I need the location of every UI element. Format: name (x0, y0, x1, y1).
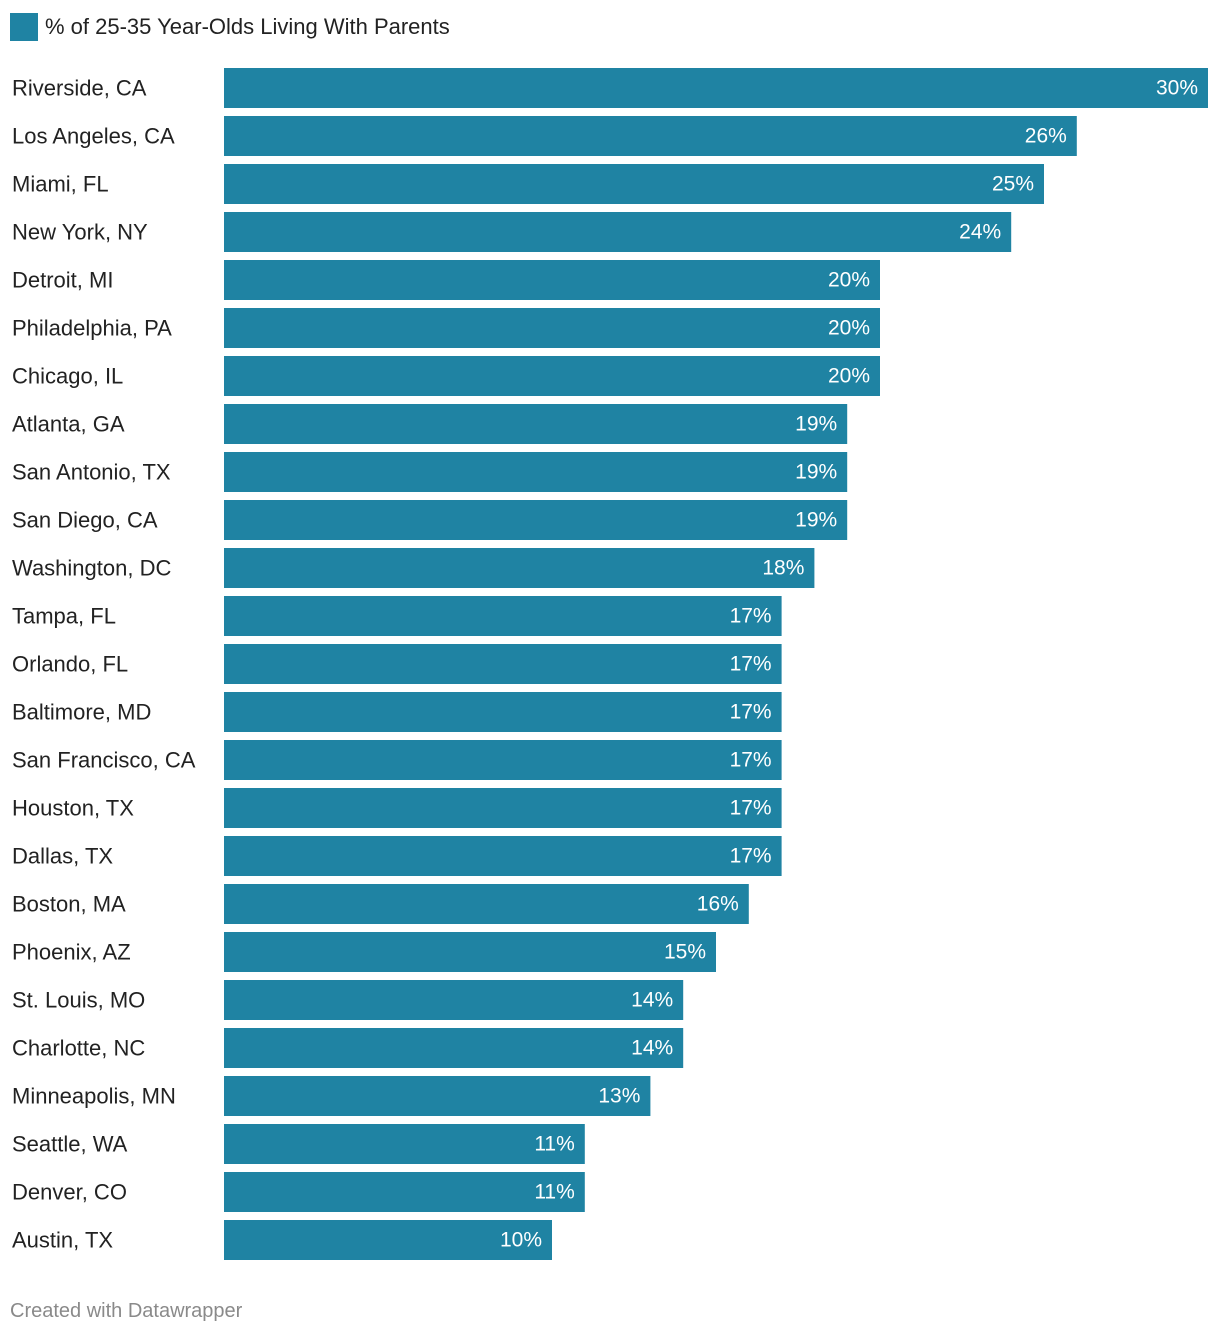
bar (224, 500, 848, 540)
bar (224, 548, 815, 588)
legend-swatch (10, 13, 38, 41)
value-label: 11% (534, 1181, 574, 1204)
category-label: Orlando, FL (12, 652, 128, 677)
bar (224, 68, 1208, 108)
category-label: Miami, FL (12, 172, 109, 197)
bar (224, 452, 848, 492)
value-label: 15% (664, 941, 706, 964)
category-label: Detroit, MI (12, 268, 113, 293)
value-label: 18% (762, 557, 804, 580)
category-label: New York, NY (12, 220, 148, 245)
value-label: 14% (631, 1037, 673, 1060)
legend: % of 25-35 Year-Olds Living With Parents (10, 12, 450, 42)
category-label: Tampa, FL (12, 604, 116, 629)
value-label: 26% (1025, 125, 1067, 148)
category-label: Phoenix, AZ (12, 940, 131, 965)
category-label: Chicago, IL (12, 364, 123, 389)
bar (224, 404, 848, 444)
category-label: Houston, TX (12, 796, 134, 821)
value-label: 17% (730, 845, 772, 868)
value-label: 11% (534, 1133, 574, 1156)
category-label: San Antonio, TX (12, 460, 171, 485)
category-label: Minneapolis, MN (12, 1084, 176, 1109)
category-label: Baltimore, MD (12, 700, 151, 725)
bar-chart: Riverside, CA 30% Los Angeles, CA 26% Miami,… (12, 68, 1208, 1260)
category-label: Boston, MA (12, 892, 126, 917)
category-label: Riverside, CA (12, 76, 147, 101)
bar (224, 836, 782, 876)
datawrapper-credit: Created with Datawrapper (10, 1300, 243, 1322)
category-label: Dallas, TX (12, 844, 113, 869)
bar (224, 932, 716, 972)
bar (224, 164, 1044, 204)
legend-label: % of 25-35 Year-Olds Living With Parents (45, 14, 450, 39)
bar (224, 596, 782, 636)
bar (224, 356, 880, 396)
value-label: 20% (828, 317, 870, 340)
category-label: Atlanta, GA (12, 412, 125, 437)
bar (224, 644, 782, 684)
bar (224, 1220, 552, 1260)
category-label: Philadelphia, PA (12, 316, 172, 341)
category-label: Charlotte, NC (12, 1036, 145, 1061)
bar (224, 1076, 651, 1116)
bar (224, 260, 880, 300)
bar (224, 692, 782, 732)
value-label: 19% (795, 413, 837, 436)
value-label: 17% (730, 653, 772, 676)
bar (224, 1172, 585, 1212)
value-label: 20% (828, 365, 870, 388)
value-label: 10% (500, 1229, 542, 1252)
category-label: San Francisco, CA (12, 748, 196, 773)
value-label: 24% (959, 221, 1001, 244)
bar (224, 1124, 585, 1164)
category-label: Los Angeles, CA (12, 124, 175, 149)
value-label: 20% (828, 269, 870, 292)
category-label: Denver, CO (12, 1180, 127, 1205)
category-label: Washington, DC (12, 556, 171, 581)
bar (224, 1028, 684, 1068)
category-label: Austin, TX (12, 1228, 113, 1253)
value-label: 17% (730, 749, 772, 772)
category-label: San Diego, CA (12, 508, 158, 533)
bar (224, 788, 782, 828)
value-label: 19% (795, 461, 837, 484)
bar (224, 212, 1012, 252)
value-label: 17% (730, 797, 772, 820)
value-label: 17% (730, 605, 772, 628)
bar (224, 980, 684, 1020)
bar (224, 740, 782, 780)
value-label: 30% (1156, 77, 1198, 100)
bar (224, 308, 880, 348)
bar (224, 884, 749, 924)
value-label: 19% (795, 509, 837, 532)
value-label: 17% (730, 701, 772, 724)
value-label: 25% (992, 173, 1034, 196)
category-label: Seattle, WA (12, 1132, 128, 1157)
value-label: 16% (697, 893, 739, 916)
bar (224, 116, 1077, 156)
value-label: 14% (631, 989, 673, 1012)
category-label: St. Louis, MO (12, 988, 145, 1013)
value-label: 13% (598, 1085, 640, 1108)
